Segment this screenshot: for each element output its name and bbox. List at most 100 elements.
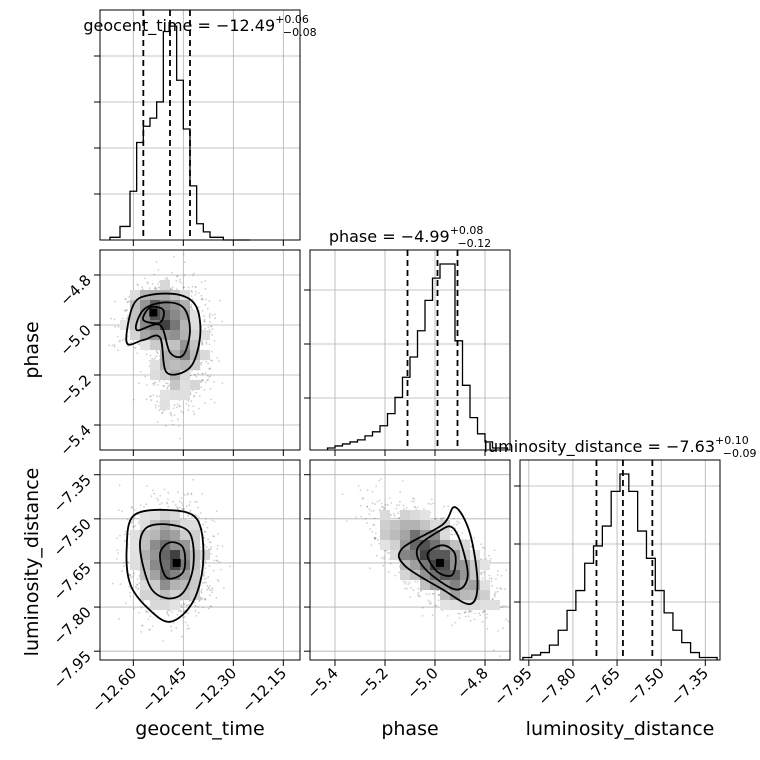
sample-point bbox=[206, 526, 209, 529]
sample-point bbox=[216, 578, 219, 581]
sample-point bbox=[121, 339, 124, 341]
sample-point bbox=[205, 581, 207, 584]
sample-point bbox=[183, 274, 186, 277]
density-cell bbox=[150, 570, 160, 580]
sample-point bbox=[158, 286, 161, 288]
sample-point bbox=[197, 306, 200, 309]
sample-point bbox=[191, 285, 194, 288]
sample-point bbox=[124, 298, 127, 301]
sample-point bbox=[175, 279, 178, 282]
sample-point bbox=[171, 419, 173, 422]
sample-point bbox=[125, 308, 128, 311]
sample-point bbox=[173, 256, 175, 258]
sample-point bbox=[149, 395, 152, 398]
sample-point bbox=[360, 515, 362, 518]
sample-point bbox=[186, 628, 189, 630]
sample-point bbox=[200, 361, 203, 364]
sample-point bbox=[191, 274, 194, 277]
sample-point bbox=[205, 381, 207, 384]
sample-point bbox=[126, 309, 129, 312]
sample-point bbox=[197, 611, 200, 614]
sample-point bbox=[209, 605, 212, 607]
density-cell bbox=[170, 390, 180, 400]
sample-point bbox=[193, 500, 196, 503]
sample-point bbox=[201, 597, 204, 600]
sample-point bbox=[204, 372, 207, 375]
sample-point bbox=[136, 352, 139, 355]
y-tick-label: −5.0 bbox=[56, 321, 94, 359]
sample-point bbox=[124, 298, 127, 300]
sample-point bbox=[130, 576, 133, 579]
sample-point bbox=[174, 503, 177, 506]
histogram-geocent-time bbox=[109, 25, 250, 241]
sample-point bbox=[171, 286, 174, 289]
title-phase: phase = −4.99+0.08 −0.12 bbox=[329, 224, 491, 250]
density-cell bbox=[140, 340, 150, 350]
sample-point bbox=[141, 288, 144, 291]
sample-point bbox=[183, 616, 186, 618]
y-ticks-hist-phase bbox=[304, 289, 310, 399]
sample-point bbox=[218, 560, 221, 563]
sample-point bbox=[209, 367, 211, 370]
histogram-phase bbox=[326, 263, 509, 450]
sample-point bbox=[123, 337, 126, 340]
density-cell bbox=[190, 550, 200, 560]
sample-point bbox=[209, 387, 212, 390]
sample-point bbox=[191, 308, 194, 311]
sample-point bbox=[210, 541, 212, 544]
sample-point bbox=[201, 373, 204, 375]
sample-point bbox=[161, 411, 164, 414]
sample-point bbox=[141, 286, 144, 288]
sample-point bbox=[117, 552, 119, 554]
sample-point bbox=[209, 589, 211, 592]
y-tick-label: −5.4 bbox=[56, 421, 94, 459]
sample-point bbox=[121, 570, 123, 572]
density-cell bbox=[170, 320, 180, 330]
sample-point bbox=[205, 360, 208, 363]
sample-point bbox=[116, 335, 119, 338]
sample-point bbox=[155, 355, 158, 358]
sample-point bbox=[184, 261, 186, 264]
x-ticks-geocent-time: −12.60−12.45−12.30−12.15 bbox=[88, 660, 290, 716]
sample-point bbox=[209, 367, 212, 370]
sample-point bbox=[191, 369, 193, 372]
title-median: −4.99 bbox=[401, 227, 450, 246]
density-cell bbox=[170, 600, 180, 610]
sample-point bbox=[140, 631, 143, 633]
sample-point bbox=[209, 584, 211, 587]
sample-point bbox=[203, 575, 205, 577]
sample-point bbox=[204, 598, 207, 600]
sample-point bbox=[206, 374, 209, 377]
sample-point bbox=[183, 286, 185, 289]
sample-point bbox=[366, 505, 369, 508]
panel-2d-geocent-time-phase: −5.4−5.2−5.0−4.8 bbox=[56, 249, 301, 460]
sample-point bbox=[127, 314, 129, 317]
sample-point bbox=[218, 360, 220, 362]
sample-point bbox=[211, 350, 213, 353]
sample-point bbox=[176, 275, 178, 278]
sample-point bbox=[200, 343, 203, 345]
sample-point bbox=[170, 629, 173, 632]
sample-point bbox=[124, 530, 127, 533]
sample-point bbox=[154, 381, 156, 384]
sample-point bbox=[211, 328, 214, 330]
sample-point bbox=[154, 357, 157, 359]
panel-hist-geocent-time: geocent_time = −12.49+0.06 −0.08 bbox=[83, 9, 317, 246]
sample-point bbox=[175, 626, 178, 629]
sample-point bbox=[155, 350, 158, 352]
sample-point bbox=[126, 318, 129, 320]
sample-point bbox=[213, 520, 216, 523]
sample-point bbox=[178, 500, 181, 502]
sample-point bbox=[145, 503, 148, 506]
sample-point bbox=[221, 320, 224, 323]
sample-point bbox=[134, 346, 137, 349]
sample-point bbox=[127, 345, 129, 347]
density-cell bbox=[160, 530, 170, 540]
density-cell bbox=[150, 540, 160, 550]
sample-point bbox=[148, 287, 151, 289]
sample-point bbox=[203, 402, 206, 405]
sample-point bbox=[215, 559, 218, 562]
sample-point bbox=[201, 342, 204, 345]
sample-point bbox=[215, 555, 218, 558]
density-cell bbox=[150, 550, 160, 560]
